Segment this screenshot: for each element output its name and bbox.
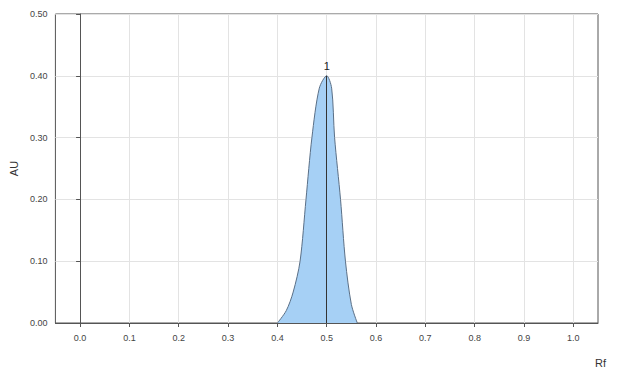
svg-text:0.2: 0.2 bbox=[172, 333, 185, 343]
svg-text:0.4: 0.4 bbox=[271, 333, 284, 343]
svg-text:1: 1 bbox=[324, 60, 330, 72]
svg-text:0.20: 0.20 bbox=[30, 194, 48, 204]
svg-text:0.00: 0.00 bbox=[30, 318, 48, 328]
svg-text:0.6: 0.6 bbox=[370, 333, 383, 343]
svg-text:0.30: 0.30 bbox=[30, 133, 48, 143]
svg-text:AU: AU bbox=[8, 161, 20, 176]
svg-text:0.10: 0.10 bbox=[30, 256, 48, 266]
svg-text:0.3: 0.3 bbox=[222, 333, 235, 343]
svg-text:0.9: 0.9 bbox=[518, 333, 531, 343]
svg-text:0.7: 0.7 bbox=[419, 333, 432, 343]
svg-text:0.8: 0.8 bbox=[468, 333, 481, 343]
svg-text:0.5: 0.5 bbox=[320, 333, 333, 343]
svg-text:0.40: 0.40 bbox=[30, 71, 48, 81]
svg-text:Rf: Rf bbox=[595, 357, 607, 369]
svg-text:0.0: 0.0 bbox=[74, 333, 87, 343]
svg-text:0.50: 0.50 bbox=[30, 9, 48, 19]
svg-text:0.1: 0.1 bbox=[123, 333, 136, 343]
svg-text:1.0: 1.0 bbox=[567, 333, 580, 343]
